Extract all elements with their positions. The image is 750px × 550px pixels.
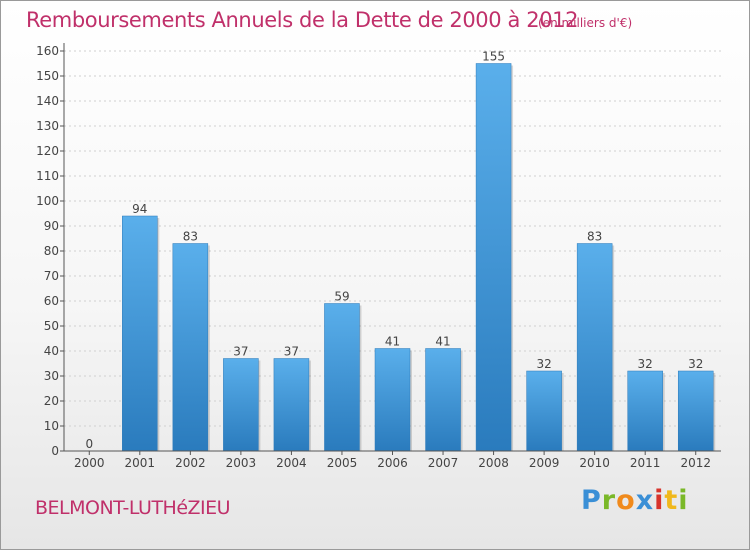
axes: 0 10 20 30 40 50 60 70 80 90 100 110 120 130 140 150 160: [36, 43, 721, 458]
y-tick-label: 10: [44, 419, 59, 433]
bar: [526, 370, 562, 452]
data-label: 94: [132, 202, 147, 216]
data-label: 41: [435, 335, 450, 349]
commune-name: BELMONT-LUTHéZIEU: [35, 497, 231, 519]
y-tick-label: 160: [36, 44, 59, 58]
bar: [273, 358, 310, 452]
labels: 2000 0 2001 94 2002 83 2003 37 2004 37 2005 59 2006 4…: [74, 50, 711, 471]
unit-label: (en milliers d'€): [538, 16, 633, 30]
y-tick-label: 130: [36, 119, 59, 133]
x-tick-label: 2010: [579, 456, 610, 470]
bar: [324, 303, 360, 452]
y-tick-label: 70: [44, 269, 59, 283]
bars: [122, 63, 716, 452]
y-tick-label: 150: [36, 69, 59, 83]
data-label: 37: [284, 345, 299, 359]
y-tick-label: 30: [44, 369, 59, 383]
data-label: 41: [385, 335, 400, 349]
x-tick-label: 2006: [377, 456, 408, 470]
bar: [627, 370, 663, 452]
x-tick-label: 2000: [74, 456, 105, 470]
y-tick-label: 60: [44, 294, 59, 308]
x-tick-label: 2011: [630, 456, 661, 470]
x-tick-label: 2001: [125, 456, 156, 470]
bar: [122, 215, 158, 452]
bar: [172, 243, 209, 452]
data-label: 83: [183, 230, 198, 244]
logo-letter: x: [635, 485, 655, 516]
data-label: 32: [638, 357, 653, 371]
x-tick-label: 2003: [226, 456, 257, 470]
data-label: 59: [334, 290, 349, 304]
y-tick-label: 80: [44, 244, 59, 258]
bar: [223, 358, 259, 452]
y-tick-label: 140: [36, 94, 59, 108]
bar: [425, 348, 461, 452]
logo-letter: P: [581, 485, 602, 516]
logo-letter: i: [678, 485, 689, 516]
y-tick-label: 20: [44, 394, 59, 408]
x-tick-label: 2002: [175, 456, 206, 470]
y-tick-label: 120: [36, 144, 59, 158]
data-label: 32: [536, 357, 551, 371]
y-tick-label: 0: [51, 444, 59, 458]
x-tick-label: 2012: [680, 456, 711, 470]
bar: [475, 63, 512, 452]
y-tick-label: 50: [44, 319, 59, 333]
y-tick-label: 110: [36, 169, 59, 183]
logo-letter: t: [664, 485, 679, 516]
x-tick-label: 2004: [276, 456, 307, 470]
bar: [576, 243, 613, 452]
y-tick-label: 100: [36, 194, 59, 208]
proxiti-logo: Proxiti: [581, 485, 689, 516]
data-label: 155: [482, 50, 505, 64]
y-tick-label: 40: [44, 344, 59, 358]
logo-letter: i: [654, 485, 665, 516]
logo-letter: o: [616, 485, 636, 516]
x-tick-label: 2008: [478, 456, 509, 470]
x-tick-label: 2007: [428, 456, 459, 470]
bar: [374, 348, 411, 452]
x-tick-label: 2009: [529, 456, 560, 470]
data-label: 32: [688, 357, 703, 371]
data-label: 83: [587, 230, 602, 244]
data-label: 37: [233, 345, 248, 359]
data-label: 0: [85, 437, 93, 451]
logo-letter: r: [601, 485, 617, 516]
y-tick-label: 90: [44, 219, 59, 233]
x-tick-label: 2005: [327, 456, 358, 470]
chart-title: Remboursements Annuels de la Dette de 20…: [26, 8, 579, 32]
bar: [677, 370, 714, 452]
